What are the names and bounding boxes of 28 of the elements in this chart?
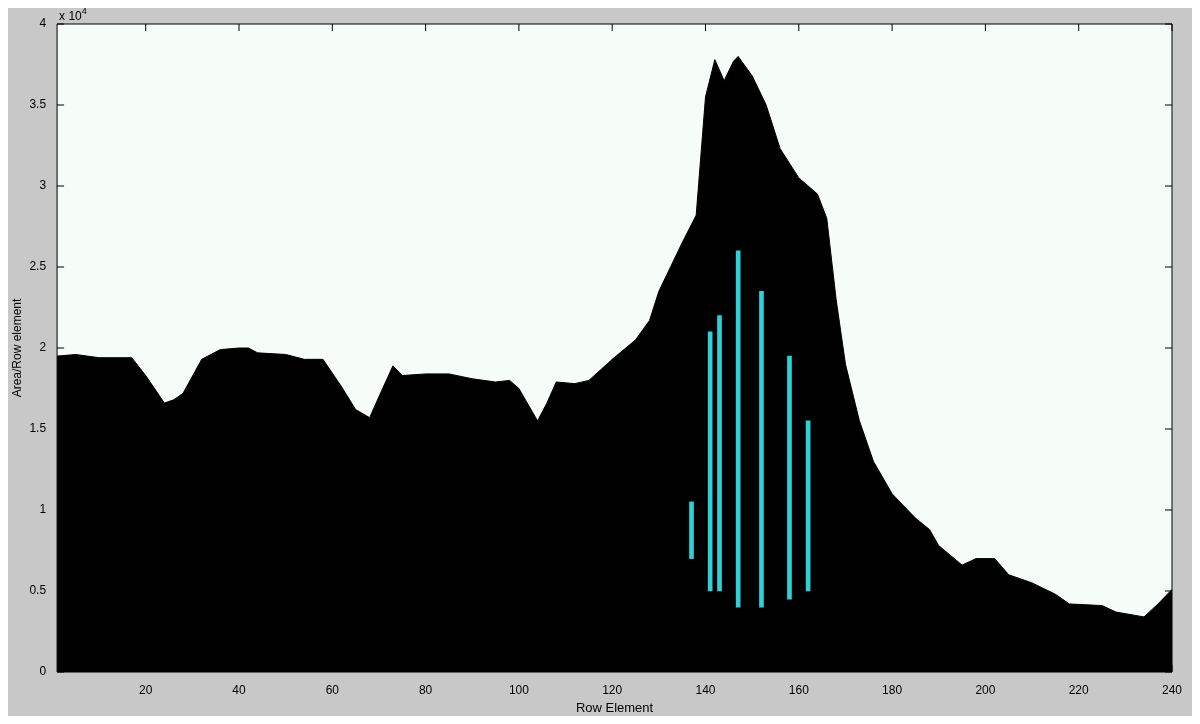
- x-tick-label: 20: [139, 682, 153, 697]
- x-tick-label: 240: [1161, 682, 1183, 697]
- x-tick-label: 160: [788, 682, 810, 697]
- y-tick-label: 2.5: [29, 259, 47, 274]
- bar: [717, 315, 722, 592]
- x-tick-label: 220: [1068, 682, 1090, 697]
- x-axis-title: Row Element: [575, 699, 654, 715]
- y-tick-label: 0: [39, 664, 47, 679]
- x-tick-label: 60: [325, 682, 340, 697]
- y-tick-label: 2: [39, 340, 47, 355]
- x-tick-label: 100: [508, 682, 530, 697]
- x-tick-label: 180: [882, 682, 903, 697]
- x-tick-label: 200: [975, 682, 996, 697]
- y-tick-label: 0.5: [29, 583, 47, 598]
- y-tick-label: 3.5: [29, 97, 47, 112]
- x-tick-label: 40: [232, 682, 247, 697]
- bar: [689, 501, 694, 559]
- x-tick-label: 120: [602, 682, 623, 697]
- y-tick-label: 1.5: [29, 421, 47, 436]
- x-tick-label: 80: [418, 682, 433, 697]
- y-tick-label: 1: [39, 502, 47, 517]
- y-tick-label: 4: [39, 16, 47, 31]
- bar: [787, 355, 792, 600]
- y-tick-label: 3: [39, 178, 47, 193]
- y-axis-title: Area/Row element: [9, 297, 24, 398]
- bar: [707, 331, 713, 592]
- x-tick-label: 140: [695, 682, 716, 697]
- bar: [759, 290, 764, 608]
